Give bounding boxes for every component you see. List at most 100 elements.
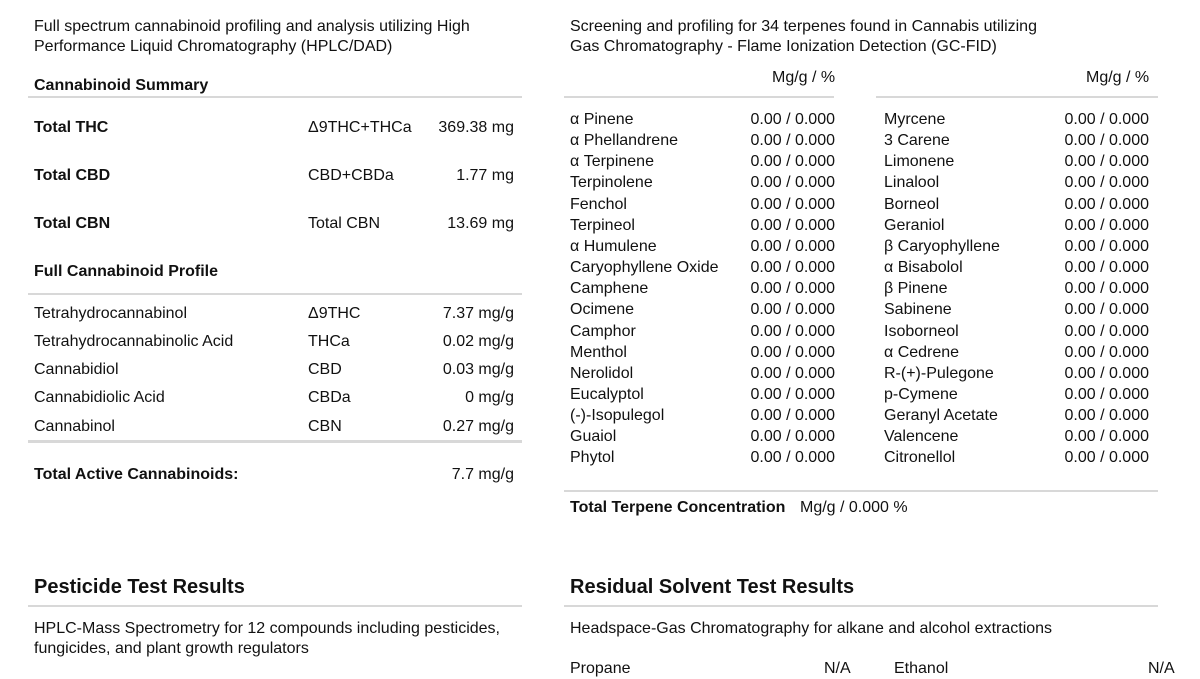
terpene-value: 0.00 / 0.000 [1064, 343, 1149, 361]
terpene-value: 0.00 / 0.000 [750, 428, 835, 446]
terpene-name: Camphene [570, 280, 649, 298]
terpene-name: Valencene [884, 428, 959, 446]
terpene-row: Citronellol 0.00 / 0.000 [884, 447, 1149, 468]
terpene-value: 0.00 / 0.000 [750, 301, 835, 319]
profile-abbr: Δ9THC [308, 305, 361, 322]
profile-abbr: CBN [308, 418, 342, 435]
profile-name: Cannabidiolic Acid [34, 389, 165, 406]
terpene-row: α Pinene 0.00 / 0.000 [570, 109, 835, 130]
pesticide-description: HPLC-Mass Spectrometry for 12 compounds … [34, 620, 500, 657]
terpene-row: Camphor 0.00 / 0.000 [570, 321, 835, 342]
terpene-row: Limonene 0.00 / 0.000 [884, 151, 1149, 172]
terpene-name: Citronellol [884, 449, 956, 467]
terpene-value: 0.00 / 0.000 [750, 132, 835, 150]
summary-row: Total CBN Total CBN 13.69 mg [34, 213, 514, 234]
solvent-divider [564, 605, 1158, 607]
terpene-value: 0.00 / 0.000 [750, 237, 835, 255]
terpene-row: (-)-Isopulegol 0.00 / 0.000 [570, 405, 835, 426]
terpene-value: 0.00 / 0.000 [750, 153, 835, 171]
terpene-row: R-(+)-Pulegone 0.00 / 0.000 [884, 363, 1149, 384]
terpene-name: Isoborneol [884, 322, 959, 340]
terpene-value: 0.00 / 0.000 [750, 343, 835, 361]
terpene-value: 0.00 / 0.000 [750, 364, 835, 382]
profile-value: 0 mg/g [465, 389, 514, 406]
summary-name: Total CBD [34, 167, 111, 184]
solvent-value: N/A [1148, 660, 1175, 677]
profile-name: Tetrahydrocannabinolic Acid [34, 333, 234, 350]
summary-value: 1.77 mg [456, 167, 514, 184]
summary-value: 13.69 mg [447, 215, 514, 232]
terpene-value: 0.00 / 0.000 [1064, 132, 1149, 150]
summary-formula: Δ9THC+THCa [308, 119, 412, 136]
cannabinoid-profile-title: Full Cannabinoid Profile [34, 263, 218, 280]
summary-row: Total THC Δ9THC+THCa 369.38 mg [34, 117, 514, 138]
terpene-value: 0.00 / 0.000 [750, 449, 835, 467]
terpene-row: α Terpinene 0.00 / 0.000 [570, 151, 835, 172]
terpene-row: Menthol 0.00 / 0.000 [570, 342, 835, 363]
terpene-row: Terpinolene 0.00 / 0.000 [570, 172, 835, 193]
profile-value: 0.27 mg/g [442, 418, 514, 435]
terpene-row: α Phellandrene 0.00 / 0.000 [570, 130, 835, 151]
terpene-name: Caryophyllene Oxide [570, 259, 719, 277]
terpene-name: Linalool [884, 174, 940, 192]
profile-name: Cannabinol [34, 418, 115, 435]
terpene-name: R-(+)-Pulegone [884, 364, 994, 382]
terpene-row: 3 Carene 0.00 / 0.000 [884, 130, 1149, 151]
summary-name: Total CBN [34, 215, 111, 232]
terpene-value: 0.00 / 0.000 [750, 259, 835, 277]
profile-name: Tetrahydrocannabinol [34, 305, 187, 322]
solvent-name: Ethanol [894, 660, 949, 677]
terpene-name: Guaiol [570, 428, 617, 446]
terpene-row: Eucalyptol 0.00 / 0.000 [570, 384, 835, 405]
terpene-total-value: Mg/g / 0.000 % [800, 499, 908, 516]
terpene-name: Eucalyptol [570, 385, 644, 403]
terpene-name: β Pinene [884, 280, 948, 298]
terpene-name: Borneol [884, 195, 940, 213]
total-cannabinoids-label: Total Active Cannabinoids: [34, 466, 239, 483]
terpene-name: α Pinene [570, 111, 634, 128]
terpene-row: β Pinene 0.00 / 0.000 [884, 278, 1149, 299]
terpene-name: Nerolidol [570, 364, 634, 382]
terpene-value: 0.00 / 0.000 [1064, 174, 1149, 192]
terpene-name: p-Cymene [884, 385, 958, 403]
total-cannabinoids-row: Total Active Cannabinoids: 7.7 mg/g [34, 464, 514, 485]
terpene-name: α Terpinene [570, 153, 654, 171]
terpene-name: (-)-Isopulegol [570, 407, 665, 425]
terpene-row: Ocimene 0.00 / 0.000 [570, 299, 835, 320]
profile-row: Cannabidiol CBD 0.03 mg/g [34, 359, 514, 380]
terpene-name: Sabinene [884, 301, 952, 319]
terpene-value: 0.00 / 0.000 [750, 195, 835, 213]
terpene-row: Terpineol 0.00 / 0.000 [570, 215, 835, 236]
terpene-name: Fenchol [570, 195, 627, 213]
summary-formula: Total CBN [308, 215, 381, 232]
terpene-row: α Bisabolol 0.00 / 0.000 [884, 257, 1149, 278]
terpene-name: α Humulene [570, 237, 657, 255]
profile-row: Cannabidiolic Acid CBDa 0 mg/g [34, 387, 514, 408]
terpene-row: Valencene 0.00 / 0.000 [884, 426, 1149, 447]
summary-name: Total THC [34, 119, 109, 136]
terpene-value: 0.00 / 0.000 [1064, 259, 1149, 277]
terpene-name: 3 Carene [884, 132, 950, 150]
terpene-value: 0.00 / 0.000 [750, 111, 835, 128]
solvent-title: Residual Solvent Test Results [570, 576, 855, 598]
profile-value: 0.02 mg/g [442, 333, 514, 350]
terpene-value: 0.00 / 0.000 [750, 322, 835, 340]
terpene-value: 0.00 / 0.000 [750, 174, 835, 192]
profile-row: Tetrahydrocannabinolic Acid THCa 0.02 mg… [34, 331, 514, 352]
pesticide-title: Pesticide Test Results [34, 576, 245, 598]
terpene-name: Phytol [570, 449, 615, 467]
terpene-description: Screening and profiling for 34 terpenes … [570, 18, 1037, 55]
terpene-value: 0.00 / 0.000 [1064, 407, 1149, 425]
terpene-name: α Bisabolol [884, 259, 963, 277]
total-cannabinoids-value: 7.7 mg/g [451, 466, 514, 483]
profile-value: 7.37 mg/g [442, 305, 514, 322]
terpene-name: Myrcene [884, 111, 946, 128]
terpene-value: 0.00 / 0.000 [1064, 385, 1149, 403]
profile-abbr: CBD [308, 361, 342, 378]
terpene-value: 0.00 / 0.000 [1064, 301, 1149, 319]
terpene-name: Limonene [884, 153, 955, 171]
terpene-name: Geranyl Acetate [884, 407, 998, 425]
cannabinoid-summary-title: Cannabinoid Summary [34, 77, 209, 94]
terpene-name: Terpinolene [570, 174, 653, 192]
terpene-value: 0.00 / 0.000 [1064, 216, 1149, 234]
